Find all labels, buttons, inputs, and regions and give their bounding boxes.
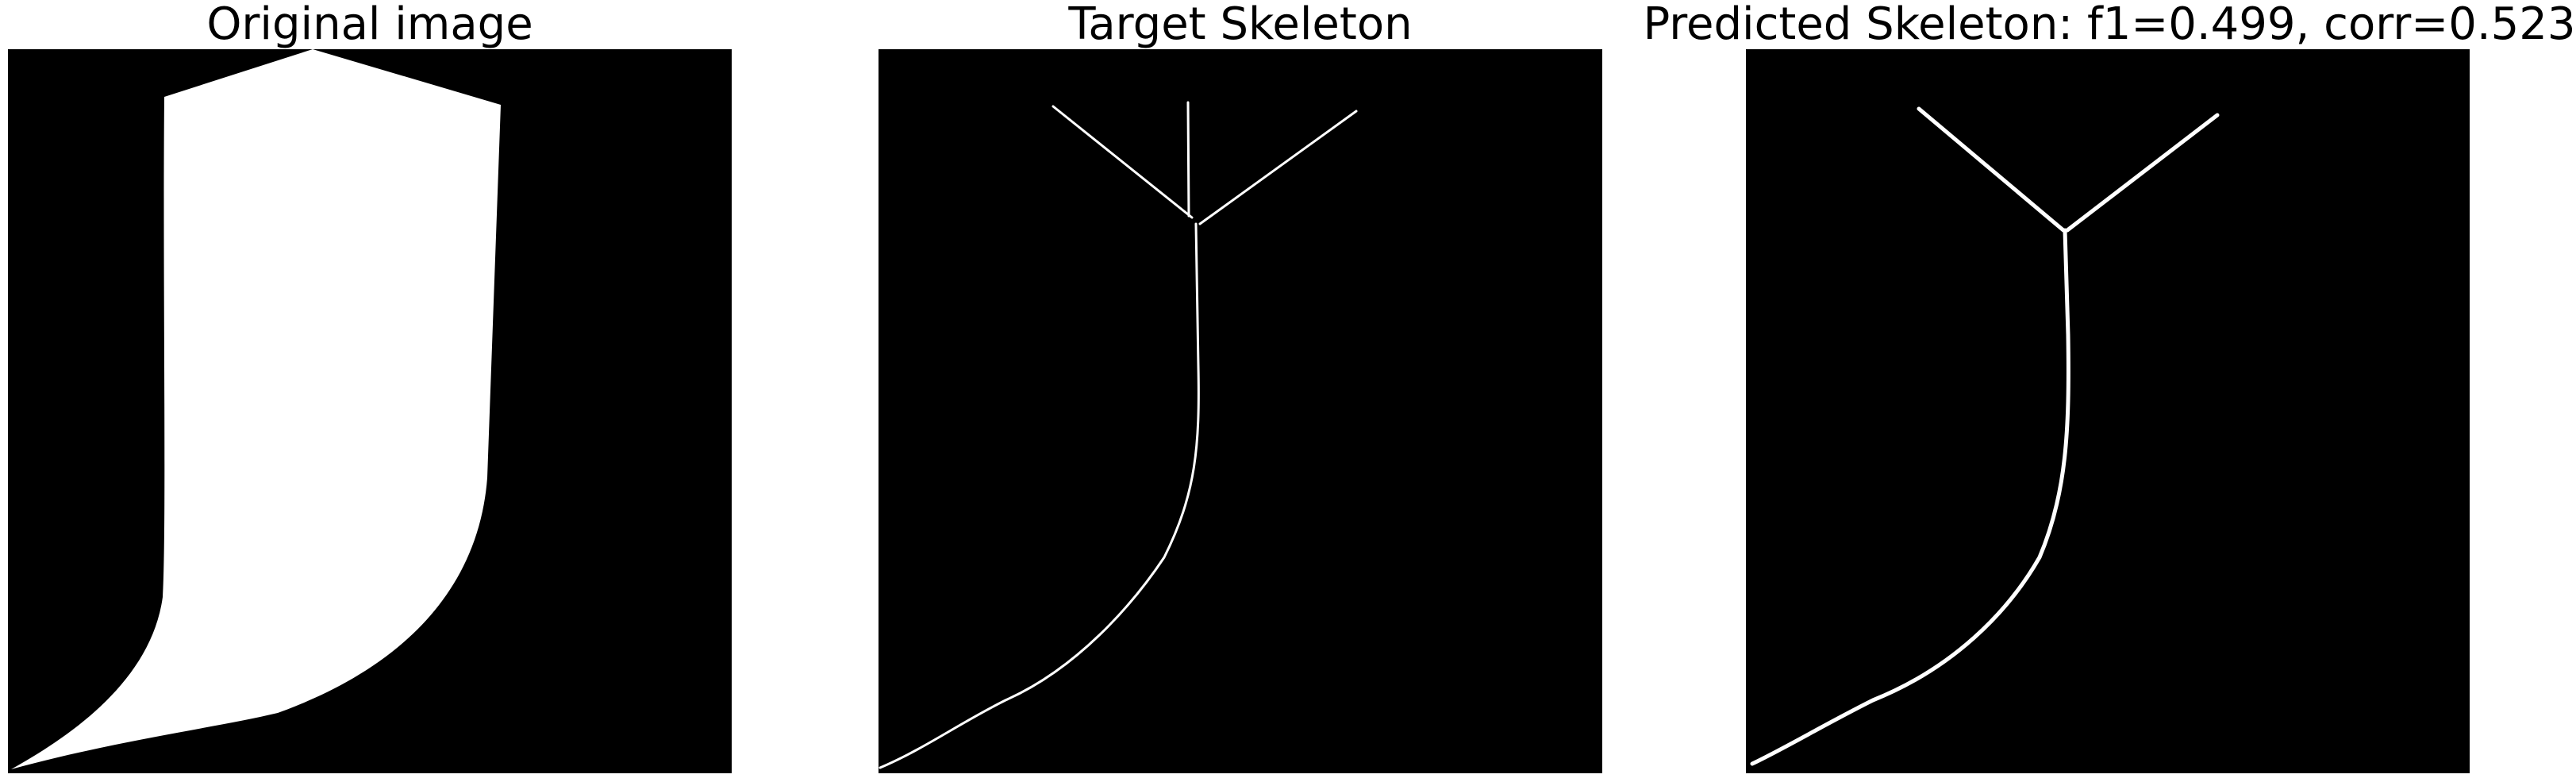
target-left-branch (1052, 105, 1194, 219)
original-image-panel (8, 49, 732, 773)
predicted-right-branch (2065, 113, 2220, 233)
target-skeleton-panel (879, 49, 1602, 773)
panel-title-target: Target Skeleton (1068, 0, 1413, 50)
target-center-branch (1186, 101, 1190, 218)
predicted-left-branch (1917, 106, 2066, 233)
panel-title-predicted: Predicted Skeleton: f1=0.499, corr=0.523 (1643, 0, 2576, 50)
boot-silhouette (11, 49, 501, 769)
target-skeleton-image (879, 49, 1602, 773)
panel-title-original: Original image (206, 0, 533, 50)
predicted-main-stem (1750, 228, 2070, 766)
target-right-branch (1198, 110, 1358, 225)
target-main-stem (879, 222, 1200, 769)
predicted-skeleton-panel (1746, 49, 2470, 773)
predicted-background (1746, 49, 2470, 773)
predicted-skeleton-image (1746, 49, 2470, 773)
target-background (879, 49, 1602, 773)
original-image (8, 49, 732, 773)
